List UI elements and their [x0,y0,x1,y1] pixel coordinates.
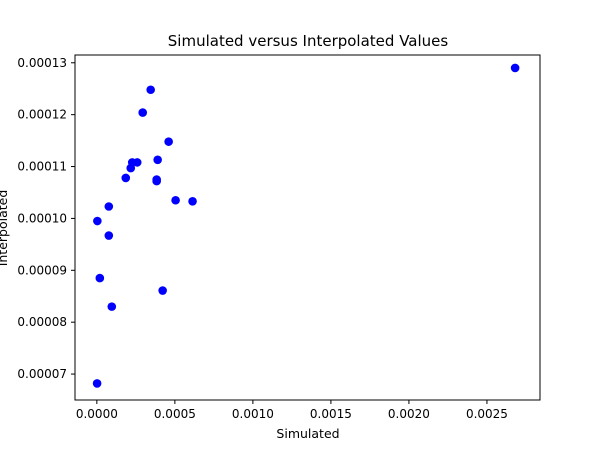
x-tick-label-3: 0.0015 [310,407,352,421]
data-point-2 [95,273,105,283]
data-point-14 [153,155,162,165]
x-axis: 0.0000 0.0005 0.0010 0.0015 0.0020 0.0025 [76,400,508,421]
x-tick-label-2: 0.0010 [232,407,274,421]
points-layer [92,63,520,388]
x-tick-label-0: 0.0000 [76,407,118,421]
data-point-1 [93,216,102,226]
y-axis: 0.00007 0.00008 0.00009 0.00010 0.00011 0.000… [17,56,75,381]
data-point-6 [121,173,131,183]
data-point-4 [104,231,114,240]
x-tick-label-4: 0.0020 [388,407,430,421]
data-point-3 [104,202,114,211]
data-point-0 [92,379,102,388]
chart-title: Simulated versus Interpolated Values [168,32,449,50]
y-tick-label-4: 0.00011 [17,160,67,174]
data-point-13 [152,175,161,184]
y-axis-label: Interpolated [0,190,10,267]
x-tick-label-5: 0.0025 [466,407,508,421]
data-point-19 [510,63,520,73]
y-tick-label-3: 0.00010 [17,211,67,225]
x-axis-label: Simulated [276,426,339,441]
x-tick-label-1: 0.0005 [154,407,196,421]
y-tick-label-1: 0.00008 [17,315,67,329]
data-point-17 [171,195,180,205]
y-tick-label-0: 0.00007 [17,367,67,381]
y-tick-label-2: 0.00009 [17,263,67,277]
data-point-18 [188,197,197,206]
data-point-11 [146,85,155,95]
y-tick-label-6: 0.00013 [17,56,67,70]
y-tick-label-5: 0.00012 [17,108,67,122]
plot-area-frame [74,54,541,401]
data-point-15 [158,286,167,295]
data-point-16 [164,137,173,146]
data-point-9 [132,158,142,167]
data-point-10 [138,108,148,117]
data-point-5 [107,302,117,311]
